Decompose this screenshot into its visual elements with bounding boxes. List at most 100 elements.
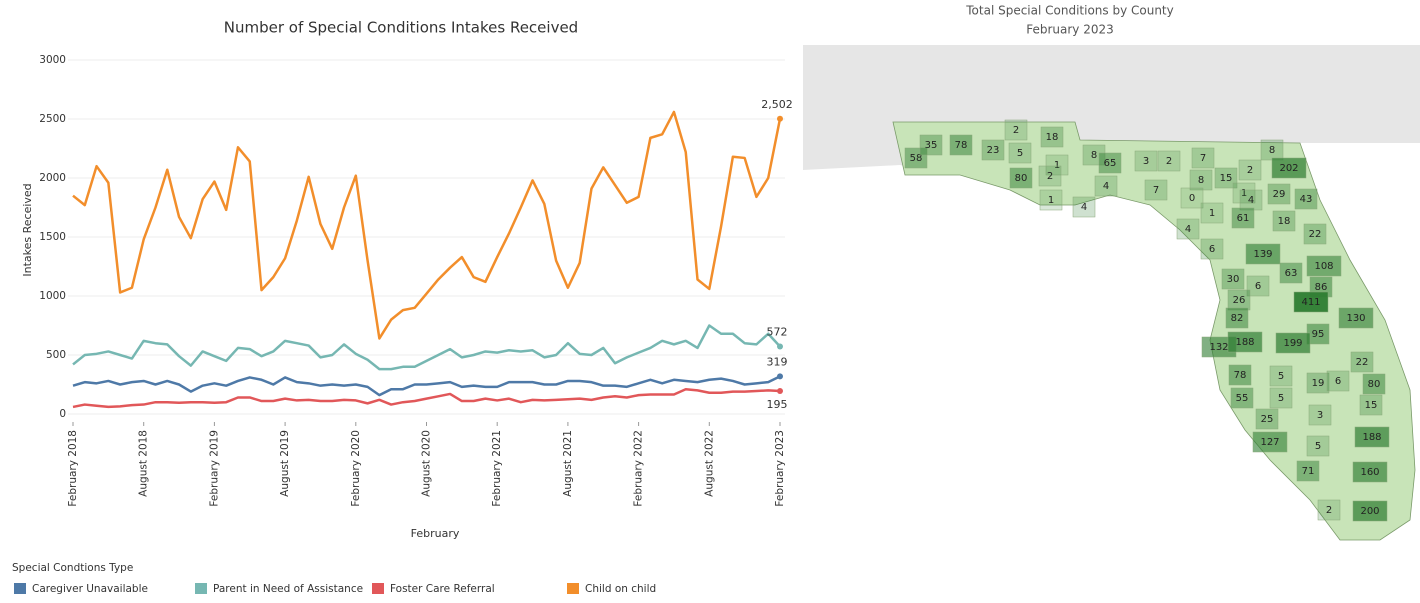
- x-tick-label: February 2020: [350, 430, 362, 507]
- y-tick-label: 2500: [39, 113, 66, 125]
- county-label: 19: [1312, 378, 1325, 389]
- county-label: 23: [987, 145, 1000, 156]
- y-tick-label: 3000: [39, 54, 66, 66]
- legend-label: Parent in Need of Assistance: [213, 583, 363, 595]
- county-label: 5: [1278, 371, 1284, 382]
- end-point: [777, 115, 783, 122]
- county-label: 71: [1302, 466, 1315, 477]
- end-point: [777, 373, 783, 380]
- county-label: 65: [1104, 158, 1117, 169]
- county-label: 2: [1247, 165, 1253, 176]
- county-label: 6: [1335, 376, 1341, 387]
- county: [1232, 182, 1256, 204]
- legend-swatch: [567, 583, 579, 594]
- county: [1293, 291, 1329, 313]
- end-point: [777, 343, 783, 350]
- county: [1238, 159, 1262, 181]
- y-tick-label: 500: [46, 349, 66, 361]
- county: [1362, 373, 1386, 395]
- county-label: 108: [1314, 261, 1333, 272]
- county-label: 78: [1234, 370, 1247, 381]
- county-label: 4: [1103, 181, 1109, 192]
- county: [1275, 332, 1311, 354]
- county-label: 130: [1346, 313, 1365, 324]
- county: [1134, 150, 1158, 172]
- county: [1306, 435, 1330, 457]
- legend-swatch: [14, 583, 26, 594]
- map-subtitle: February 2023: [1026, 23, 1114, 37]
- x-axis-label: February: [411, 527, 460, 540]
- county: [1200, 202, 1224, 224]
- county-label: 29: [1273, 189, 1286, 200]
- county-label: 26: [1233, 295, 1246, 306]
- county-label: 6: [1209, 244, 1215, 255]
- county: [1157, 150, 1181, 172]
- county: [1350, 351, 1374, 373]
- county: [1306, 255, 1342, 277]
- county: [1231, 207, 1255, 229]
- end-point: [777, 387, 783, 394]
- county: [1272, 210, 1296, 232]
- county: [1338, 307, 1374, 329]
- legend-label: Foster Care Referral: [390, 583, 495, 595]
- x-tick-label: August 2018: [138, 430, 150, 497]
- county: [1359, 394, 1383, 416]
- county: [1294, 188, 1318, 210]
- county-label: 8: [1198, 175, 1204, 186]
- county-label: 2: [1326, 505, 1332, 516]
- county: [1098, 152, 1122, 174]
- county: [919, 134, 943, 156]
- county-label: 411: [1301, 297, 1320, 308]
- county-label: 3: [1317, 410, 1323, 421]
- x-tick-label: February 2018: [67, 430, 79, 507]
- county-label: 1: [1241, 188, 1247, 199]
- x-tick-label: August 2021: [562, 430, 574, 497]
- county-label: 7: [1200, 153, 1206, 164]
- county-label: 8: [1091, 150, 1097, 161]
- county-label: 5: [1315, 441, 1321, 452]
- county: [1269, 387, 1293, 409]
- county-label: 3: [1143, 156, 1149, 167]
- county: [1326, 370, 1350, 392]
- county-label: 22: [1356, 357, 1369, 368]
- county-label: 127: [1260, 437, 1279, 448]
- county: [1225, 307, 1249, 329]
- county-label: 61: [1237, 213, 1250, 224]
- x-tick-label: February 2022: [633, 430, 645, 507]
- county-label: 63: [1285, 268, 1298, 279]
- county: [1306, 372, 1330, 394]
- county-label: 58: [910, 153, 923, 164]
- county: [1038, 165, 1062, 187]
- county-label: 1: [1209, 208, 1215, 219]
- county-label: 6: [1255, 281, 1261, 292]
- county-label: 7: [1153, 185, 1159, 196]
- county-label: 4: [1248, 195, 1254, 206]
- county: [1317, 499, 1341, 521]
- county-label: 200: [1360, 506, 1379, 517]
- series-line: [72, 324, 781, 371]
- county-label: 25: [1261, 414, 1274, 425]
- county: [1354, 426, 1390, 448]
- county: [1228, 364, 1252, 386]
- county: [1144, 179, 1168, 201]
- y-tick-label: 2000: [39, 172, 66, 184]
- county: [1221, 268, 1245, 290]
- x-tick-label: February 2019: [208, 430, 220, 507]
- county: [1191, 147, 1215, 169]
- county-label: 55: [1236, 393, 1249, 404]
- county: [1008, 142, 1032, 164]
- end-label: 2,502: [761, 98, 793, 111]
- county-label: 139: [1253, 249, 1272, 260]
- county: [1176, 218, 1200, 240]
- county: [1269, 365, 1293, 387]
- county: [1246, 275, 1270, 297]
- county-label: 132: [1209, 342, 1228, 353]
- county-label: 86: [1315, 282, 1328, 293]
- legend-label: Caregiver Unavailable: [32, 583, 148, 595]
- county: [1352, 461, 1388, 483]
- series-line: [72, 110, 782, 340]
- county-label: 82: [1231, 313, 1244, 324]
- county: [1279, 262, 1303, 284]
- county: [1094, 175, 1118, 197]
